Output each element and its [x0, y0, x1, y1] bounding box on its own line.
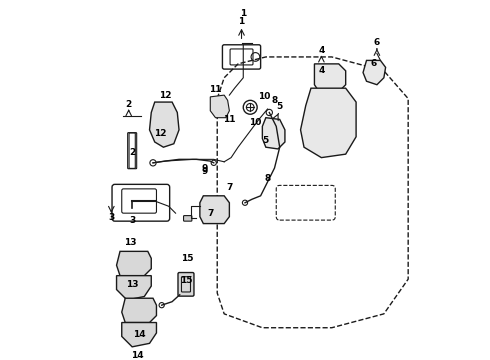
Text: 5: 5	[276, 102, 283, 111]
Ellipse shape	[327, 73, 330, 76]
Text: 1: 1	[239, 17, 245, 26]
FancyBboxPatch shape	[178, 273, 194, 296]
Text: 9: 9	[202, 163, 208, 172]
Text: 7: 7	[226, 183, 233, 192]
Ellipse shape	[325, 113, 331, 119]
Text: 15: 15	[181, 254, 194, 263]
Text: 8: 8	[265, 174, 270, 183]
Text: 6: 6	[370, 59, 377, 68]
Text: 3: 3	[129, 216, 135, 225]
Ellipse shape	[214, 208, 218, 212]
Polygon shape	[315, 64, 345, 95]
Text: 1: 1	[240, 9, 246, 18]
Ellipse shape	[136, 318, 142, 324]
Text: 11: 11	[209, 85, 222, 94]
Polygon shape	[300, 88, 356, 158]
Polygon shape	[262, 118, 285, 149]
Text: 12: 12	[159, 91, 171, 100]
Polygon shape	[117, 276, 151, 300]
FancyBboxPatch shape	[184, 216, 192, 221]
Text: 14: 14	[131, 351, 144, 360]
Ellipse shape	[340, 96, 345, 101]
Text: 5: 5	[263, 136, 269, 145]
Text: 7: 7	[207, 209, 214, 218]
Text: 10: 10	[249, 118, 262, 127]
Ellipse shape	[131, 271, 137, 277]
Polygon shape	[117, 251, 151, 276]
Text: 9: 9	[202, 167, 208, 176]
Ellipse shape	[343, 138, 348, 143]
Text: 13: 13	[126, 280, 138, 289]
Text: 12: 12	[154, 129, 166, 138]
Polygon shape	[149, 102, 179, 147]
Text: 11: 11	[223, 115, 236, 124]
Polygon shape	[210, 95, 229, 118]
Text: 2: 2	[129, 148, 135, 157]
Text: 14: 14	[133, 330, 146, 339]
Polygon shape	[122, 298, 156, 323]
Text: 2: 2	[125, 100, 132, 109]
Polygon shape	[122, 323, 156, 347]
Text: 15: 15	[180, 276, 192, 285]
Text: 6: 6	[374, 37, 380, 46]
Text: 4: 4	[318, 46, 324, 55]
Text: 4: 4	[318, 66, 324, 75]
Text: 10: 10	[258, 93, 270, 102]
Polygon shape	[363, 60, 386, 85]
Text: 13: 13	[124, 238, 137, 247]
Text: 8: 8	[271, 96, 278, 105]
Polygon shape	[200, 196, 229, 224]
Text: 3: 3	[108, 213, 115, 222]
